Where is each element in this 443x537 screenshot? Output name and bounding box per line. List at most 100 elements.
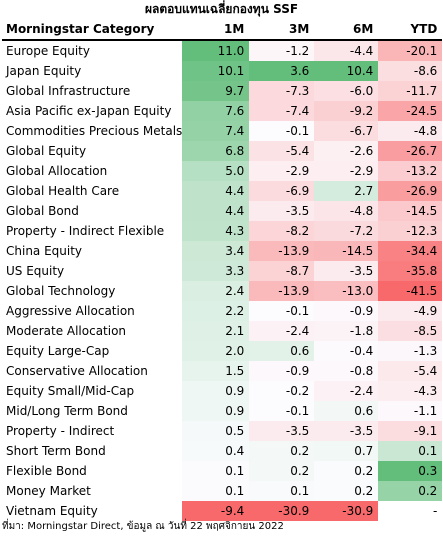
value-cell-6m: -14.5 (314, 241, 379, 261)
value-cell-ytd: -34.4 (378, 241, 443, 261)
category-cell: Property - Indirect Flexible (6, 224, 165, 238)
value-cell-6m: -4.4 (314, 40, 379, 61)
value-cell-ytd: - (432, 504, 438, 518)
value-cell-3m: 0.6 (249, 341, 315, 361)
value-cell-3m: -13.9 (249, 241, 315, 261)
value-cell-1m: 5.0 (182, 161, 250, 181)
category-cell: Global Health Care (6, 184, 120, 198)
value-cell-6m: 0.2 (314, 461, 379, 481)
value-cell-ytd: -41.5 (378, 281, 443, 301)
table-row: Flexible Bond 0.1 0.2 0.2 0.3 (2, 461, 443, 481)
category-cell: Property - Indirect (6, 424, 115, 438)
category-cell: Moderate Allocation (6, 324, 127, 338)
value-cell-6m: 10.4 (314, 61, 379, 81)
table-row: Commodities Precious Metals 7.4 -0.1 -6.7 -4… (2, 121, 443, 141)
table-row: Global Bond 4.4 -3.5 -4.8 -14.5 (2, 201, 443, 221)
value-cell-3m: -0.1 (249, 401, 315, 421)
category-cell: Short Term Bond (6, 444, 106, 458)
table-row: Europe Equity 11.0 -1.2 -4.4 -20.1 (2, 40, 443, 61)
category-cell: Conservative Allocation (6, 364, 148, 378)
returns-table: Morningstar Category 1M 3M 6M YTD Europe… (2, 19, 443, 521)
value-cell-1m: 11.0 (182, 40, 250, 61)
value-cell-ytd: -9.1 (378, 421, 443, 441)
table-row: Property - Indirect Flexible 4.3 -8.2 -7.2-… (2, 221, 443, 241)
value-cell-ytd: -26.7 (378, 141, 443, 161)
table-row: Global Allocation 5.0 -2.9 -2.9 -13.2 (2, 161, 443, 181)
value-cell-6m: -2.6 (314, 141, 379, 161)
table-row: Aggressive Allocation 2.2 -0.1 -0.9 -4.9 (2, 301, 443, 321)
value-cell-6m: -7.2 (314, 221, 379, 241)
table-row: Conservative Allocation 1.5 -0.9 -0.8 -5.4 (2, 361, 443, 381)
value-cell-6m: 0.7 (314, 441, 379, 461)
category-cell: Asia Pacific ex-Japan Equity (6, 104, 172, 118)
value-cell-1m: 3.4 (182, 241, 250, 261)
value-cell-ytd: -8.5 (378, 321, 443, 341)
value-cell-6m: -9.2 (314, 101, 379, 121)
table-row: China Equity 3.4 -13.9 -14.5 -34.4 (2, 241, 443, 261)
value-cell-6m: -0.8 (314, 361, 379, 381)
table-row: Global Technology 2.4 -13.9 -13.0 -41.5 (2, 281, 443, 301)
table-body: Europe Equity 11.0 -1.2 -4.4 -20.1 Japan Equi… (2, 40, 443, 521)
value-cell-1m: 2.0 (182, 341, 250, 361)
value-cell-3m: -0.1 (249, 121, 315, 141)
table-row: Equity Large-Cap 2.0 0.6 -0.4 -1.3 (2, 341, 443, 361)
value-cell-3m: 0.1 (249, 481, 315, 501)
value-cell-3m: -0.9 (249, 361, 315, 381)
value-cell-3m: -0.2 (249, 381, 315, 401)
value-cell-1m: 7.6 (182, 101, 250, 121)
value-cell-1m: 0.1 (182, 481, 250, 501)
category-cell: Mid/Long Term Bond (6, 404, 128, 418)
value-cell-3m: 3.6 (249, 61, 315, 81)
category-cell: Global Equity (6, 144, 87, 158)
value-cell-1m: 0.4 (182, 441, 250, 461)
value-cell-3m: -3.5 (249, 421, 315, 441)
value-cell-1m: 7.4 (182, 121, 250, 141)
value-cell-3m: -6.9 (249, 181, 315, 201)
table-row: Global Infrastructure 9.7 -7.3 -6.0 -11.7 (2, 81, 443, 101)
value-cell-1m: 0.9 (182, 381, 250, 401)
value-cell-6m: -3.5 (314, 261, 379, 281)
value-cell-6m: -1.8 (314, 321, 379, 341)
header-ytd: YTD (378, 19, 443, 41)
value-cell-ytd: -26.9 (378, 181, 443, 201)
category-cell: Global Technology (6, 284, 116, 298)
header-1m: 1M (182, 19, 250, 41)
value-cell-1m: -9.4 (182, 501, 250, 521)
category-cell: Global Bond (6, 204, 79, 218)
value-cell-ytd: -12.3 (378, 221, 443, 241)
value-cell-1m: 4.3 (182, 221, 250, 241)
value-cell-1m: 6.8 (182, 141, 250, 161)
table-row: Moderate Allocation 2.1 -2.4 -1.8 -8.5 (2, 321, 443, 341)
category-cell: Money Market (6, 484, 91, 498)
table-row: Money Market 0.1 0.1 0.2 0.2 (2, 481, 443, 501)
value-cell-ytd: -1.1 (378, 401, 443, 421)
value-cell-6m: -2.4 (314, 381, 379, 401)
value-cell-1m: 3.3 (182, 261, 250, 281)
value-cell-1m: 10.1 (182, 61, 250, 81)
table-row: Japan Equity 10.1 3.6 10.4 -8.6 (2, 61, 443, 81)
value-cell-6m: -2.9 (314, 161, 379, 181)
header-category: Morningstar Category (2, 19, 183, 41)
value-cell-3m: -7.3 (249, 81, 315, 101)
category-cell: Equity Large-Cap (6, 344, 110, 358)
category-cell: Japan Equity (6, 64, 82, 78)
value-cell-6m: -0.4 (314, 341, 379, 361)
table-row: Global Health Care 4.4 -6.9 2.7 -26.9 (2, 181, 443, 201)
value-cell-3m: -8.2 (249, 221, 315, 241)
category-cell: China Equity (6, 244, 83, 258)
category-cell: Europe Equity (6, 44, 90, 58)
value-cell-1m: 0.9 (182, 401, 250, 421)
value-cell-3m: -13.9 (249, 281, 315, 301)
value-cell-ytd: -4.8 (378, 121, 443, 141)
value-cell-3m: -1.2 (249, 40, 315, 61)
table-row: Equity Small/Mid-Cap 0.9 -0.2 -2.4 -4.3 (2, 381, 443, 401)
table-row: Asia Pacific ex-Japan Equity 7.6 -7.4 -9.2-… (2, 101, 443, 121)
value-cell-ytd: -20.1 (378, 40, 443, 61)
value-cell-ytd: -24.5 (378, 101, 443, 121)
value-cell-1m: 4.4 (182, 201, 250, 221)
table-row: Property - Indirect 0.5 -3.5 -3.5 -9.1 (2, 421, 443, 441)
value-cell-6m: -6.0 (314, 81, 379, 101)
value-cell-1m: 2.2 (182, 301, 250, 321)
value-cell-ytd: -14.5 (378, 201, 443, 221)
